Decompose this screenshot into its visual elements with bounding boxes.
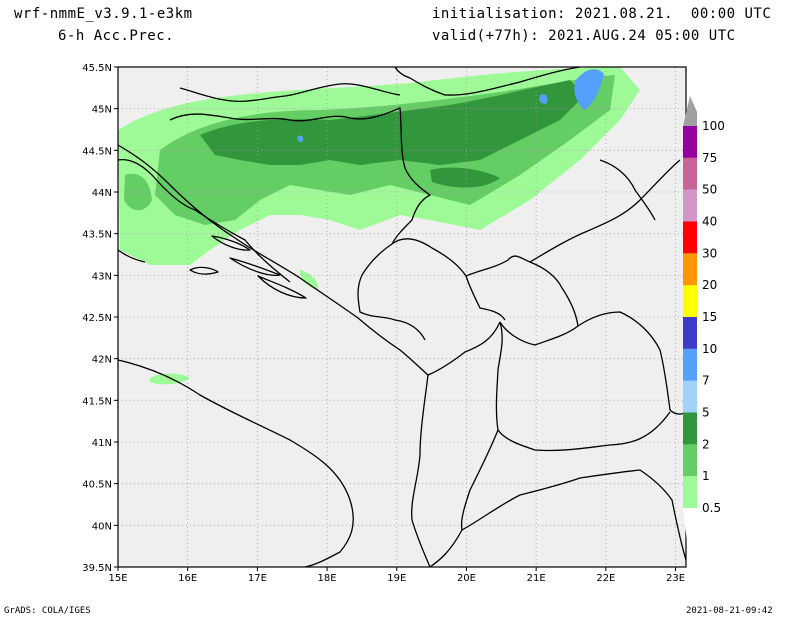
colorbar-label: 40 bbox=[702, 215, 717, 229]
lon-label: 19E bbox=[387, 573, 406, 584]
lat-label: 41N bbox=[92, 438, 112, 449]
lon-label: 23E bbox=[666, 573, 685, 584]
colorbar-label: 2 bbox=[702, 437, 710, 451]
lat-label: 40N bbox=[92, 521, 112, 532]
colorbar-label: 50 bbox=[702, 183, 717, 197]
lon-label: 17E bbox=[248, 573, 267, 584]
colorbar-swatch bbox=[683, 444, 697, 477]
precip-very-heavy bbox=[297, 69, 604, 142]
colorbar-label: 100 bbox=[702, 119, 725, 133]
longitude-labels: 15E 16E 17E 18E 19E 20E 21E 22E 23E bbox=[108, 573, 685, 584]
lat-label: 44.5N bbox=[82, 146, 112, 157]
lat-label: 42N bbox=[92, 355, 112, 366]
lon-label: 22E bbox=[596, 573, 615, 584]
latitude-labels: 45.5N 45N 44.5N 44N 43.5N 43N 42.5N 42N 41.5N 41N… bbox=[82, 63, 112, 574]
colorbar-label: 30 bbox=[702, 246, 717, 260]
colorbar-swatch bbox=[683, 412, 697, 445]
grads-credit: GrADS: COLA/IGES bbox=[4, 606, 91, 616]
lat-label: 43.5N bbox=[82, 230, 112, 241]
axis-ticks bbox=[114, 66, 677, 571]
colorbar-label: 10 bbox=[702, 342, 717, 356]
colorbar-high-end bbox=[683, 96, 697, 126]
lat-label: 41.5N bbox=[82, 396, 112, 407]
init-time: initialisation: 2021.08.21. 00:00 UTC bbox=[432, 6, 772, 22]
lat-label: 45.5N bbox=[82, 63, 112, 74]
lat-label: 42.5N bbox=[82, 313, 112, 324]
lat-label: 39.5N bbox=[82, 563, 112, 574]
grid bbox=[118, 67, 686, 567]
lat-label: 44N bbox=[92, 188, 112, 199]
colorbar-label: 7 bbox=[702, 374, 710, 388]
colorbar-swatch bbox=[683, 126, 697, 158]
colorbar-label: 75 bbox=[702, 151, 717, 165]
lon-label: 21E bbox=[527, 573, 546, 584]
plot-timestamp: 2021-08-21-09:42 bbox=[686, 606, 773, 616]
lat-label: 40.5N bbox=[82, 480, 112, 491]
colorbar-swatch bbox=[683, 189, 697, 222]
field-title: 6-h Acc.Prec. bbox=[58, 28, 175, 44]
precip-heavy bbox=[200, 80, 585, 188]
colorbar-legend: 0.5 1 2 5 7 10 15 20 30 40 50 75 100 bbox=[683, 96, 725, 567]
colorbar-label: 15 bbox=[702, 310, 717, 324]
colorbar-label: 0.5 bbox=[702, 501, 721, 515]
colorbar-swatch bbox=[683, 285, 697, 317]
lon-label: 15E bbox=[108, 573, 127, 584]
colorbar-swatch bbox=[683, 476, 697, 508]
colorbar-swatch bbox=[683, 380, 697, 413]
lon-label: 16E bbox=[178, 573, 197, 584]
valid-time: valid(+77h): 2021.AUG.24 05:00 UTC bbox=[432, 28, 736, 44]
lon-label: 20E bbox=[457, 573, 476, 584]
colorbar-label: 20 bbox=[702, 278, 717, 292]
colorbar-low-end bbox=[683, 508, 697, 567]
lat-label: 43N bbox=[92, 271, 112, 282]
colorbar-label: 1 bbox=[702, 469, 710, 483]
colorbar-swatch bbox=[683, 348, 697, 381]
colorbar-swatch bbox=[683, 221, 697, 254]
model-title: wrf-nmmE_v3.9.1-e3km bbox=[14, 6, 193, 22]
colorbar-swatch bbox=[683, 253, 697, 286]
coastlines-borders bbox=[117, 66, 687, 568]
lat-label: 45N bbox=[92, 105, 112, 116]
colorbar-swatch bbox=[683, 157, 697, 190]
colorbar-swatch bbox=[683, 317, 697, 349]
lon-label: 18E bbox=[318, 573, 337, 584]
colorbar-label: 5 bbox=[702, 406, 710, 420]
